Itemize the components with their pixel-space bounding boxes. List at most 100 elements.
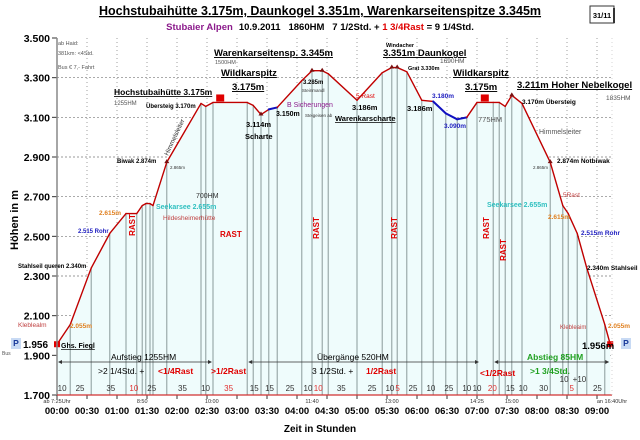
annotation-label: 1500HM <box>215 60 236 66</box>
annotation-label: 3.175m <box>232 82 264 93</box>
y-tick-label: 3.100 <box>24 112 50 124</box>
x-tick-label: 06:00 <box>405 406 429 417</box>
annotation-label: Wildkarspitz <box>453 68 509 79</box>
annotation-label: 2.865m <box>170 165 185 170</box>
profile-segment <box>267 106 279 111</box>
summit-marker-icon <box>509 92 515 97</box>
segment-lines <box>69 67 606 395</box>
clock-time-label: 10:00 <box>205 399 219 405</box>
summit-marker-icon <box>547 159 553 164</box>
parking-icon: P <box>13 338 19 348</box>
annotation-label: RAST <box>499 239 508 261</box>
segment-duration-label: 10 <box>58 384 67 393</box>
annotation-label: 3.186m <box>407 104 433 113</box>
profile-segment <box>301 70 313 82</box>
annotation-label: 3.150m <box>276 111 300 118</box>
profile-segment <box>511 94 523 105</box>
annotation-label: Steigeisen ab <box>305 113 333 118</box>
profile-segment <box>521 102 551 163</box>
x-tick-label: 09:00 <box>585 406 609 417</box>
clock-time-label: 13:00 <box>385 399 399 405</box>
profile-segment <box>252 104 262 116</box>
profile-segment <box>504 94 513 108</box>
annotation-label: Warenkarscharte <box>335 114 396 123</box>
annotation-label: Kleblealm <box>18 322 47 329</box>
profile-area-fill <box>57 67 611 395</box>
segment-duration-label: 25 <box>147 384 156 393</box>
annotation-label: >2 1/4Std. + <box>98 366 144 376</box>
axes: 3.500 3.300 3.100 2.900 2.700 2.500 2.300 2.100… <box>24 33 628 417</box>
section-arrows <box>58 360 610 364</box>
segment-duration-label: 10 <box>129 384 138 393</box>
annotation-label: Grat 3.330m <box>408 66 440 72</box>
annotation-label: Biwak 2.874m <box>117 159 156 165</box>
segment-duration-label: 30 <box>539 384 548 393</box>
annotation-label: Klebleaim <box>560 325 586 331</box>
x-tick-label: 01:00 <box>105 406 129 417</box>
profile-segment <box>456 116 468 121</box>
profile-segment <box>205 101 214 108</box>
x-tick-label: 00:30 <box>75 406 99 417</box>
annotation-label: 3 1/2Std. + <box>312 366 353 376</box>
annotation-label: 2.865m <box>533 165 548 170</box>
segment-duration-label: 25 <box>286 384 295 393</box>
segment-duration-label: 15 <box>250 384 259 393</box>
segment-duration-label: 10 <box>426 384 435 393</box>
segment-duration-label: 35 <box>178 384 187 393</box>
annotation-label: Warenkarseitensp. 3.345m <box>214 48 333 59</box>
profile-segment <box>276 79 303 109</box>
annotation-label: 3.351m Daunkogel <box>383 48 466 59</box>
summit-marker-icon <box>309 67 315 72</box>
annotation-label: Steinmandl <box>302 88 325 93</box>
profile-segment <box>200 102 207 108</box>
segment-duration-label: 25 <box>593 384 602 393</box>
annotation-label: Wildkarspitz <box>221 68 277 79</box>
profile-segment <box>327 72 358 101</box>
chart-subtitle: Stubaier Alpen 10.9.2011 1860HM 7 1/2Std.… <box>166 22 474 33</box>
annotation-label: 1.956m <box>582 341 614 352</box>
annotation-label: RAST <box>128 214 137 236</box>
x-tick-label: 05:00 <box>345 406 369 417</box>
profile-segment <box>136 204 143 215</box>
summit-marker-icon <box>389 64 395 69</box>
annotation-label: Hochstubaihütte 3.175m <box>114 87 213 97</box>
y-tick-label: 2.500 <box>24 231 50 243</box>
parking-icon-box <box>621 338 631 349</box>
profile-segment <box>586 267 606 326</box>
summit-marker-icon <box>258 111 264 116</box>
profile-segment <box>567 212 578 235</box>
y-tick-label: 3.500 <box>24 33 50 45</box>
annotation-label: 3.175m <box>465 82 497 93</box>
profile-line <box>54 64 614 348</box>
annotation-label: Himmelsleiter <box>539 129 582 136</box>
segment-duration-label: 10 <box>201 384 210 393</box>
segment-duration-label: 25 <box>409 384 418 393</box>
x-tick-label: 07:00 <box>465 406 489 417</box>
annotation-label: 1255HM <box>114 101 137 107</box>
annotation-label: RAST <box>482 217 491 239</box>
summit-marker-icon <box>319 67 325 72</box>
annotation-label: 3.114m <box>246 120 271 129</box>
clock-time-label: 14:25 <box>470 399 484 405</box>
profile-segment <box>549 161 564 207</box>
profile-segment <box>109 212 127 235</box>
annotation-label: 2.340m Stahlseil <box>587 265 638 272</box>
x-tick-label: 01:30 <box>135 406 159 417</box>
x-tick-label: 04:00 <box>285 406 309 417</box>
summit-marker-icon <box>164 159 170 164</box>
x-tick-label: 03:30 <box>255 406 279 417</box>
summit-marker-icon <box>394 64 400 69</box>
annotation-label: <1/4Rast <box>158 366 193 376</box>
y-axis-label: Höhen in m <box>9 190 21 250</box>
annotation-label: Aufstieg 1255HM <box>111 352 176 362</box>
profile-segment <box>421 99 434 103</box>
profile-segment <box>406 71 423 101</box>
x-tick-label: 07:30 <box>495 406 519 417</box>
profile-segment <box>466 101 478 119</box>
clock-time-label: ab 7:25Uhr <box>43 399 70 405</box>
annotation-label: 3.186m <box>352 103 378 112</box>
annotation-label: RAST <box>220 230 242 239</box>
annotation-label: Scharte <box>245 132 273 141</box>
y-tick-label: 2.300 <box>24 271 50 283</box>
subtitle-stats: 10.9.2011 1860HM 7 1/2Std. + <box>239 22 382 33</box>
